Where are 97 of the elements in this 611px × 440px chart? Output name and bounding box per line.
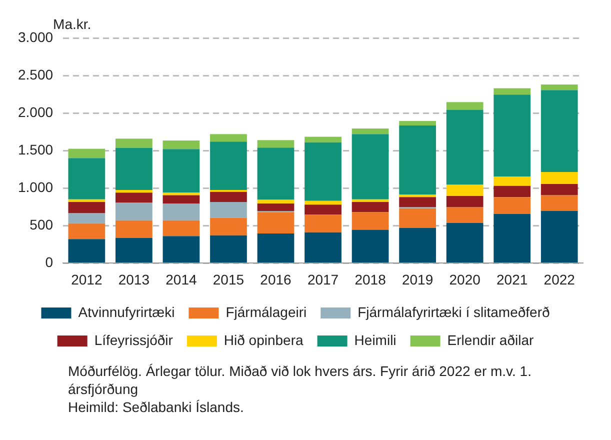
legend-label: Erlendir aðilar [447, 332, 534, 348]
legend-label: Heimili [354, 332, 396, 348]
bar [494, 186, 531, 198]
bar [399, 120, 436, 126]
bar [68, 213, 106, 224]
x-tick-label: 2014 [166, 271, 197, 288]
bar [446, 196, 484, 208]
y-tick-label: 1.000 [18, 178, 54, 195]
legend-label: Fjármálafyrirtæki í slitameðferð [358, 304, 550, 320]
bar [540, 84, 578, 90]
bar [257, 204, 294, 212]
bar [162, 220, 200, 236]
x-tick-label: 2013 [118, 271, 150, 288]
x-tick-label: 2020 [449, 271, 481, 288]
bar [446, 184, 484, 196]
y-tick-label: 3.000 [18, 28, 54, 45]
bar [162, 195, 200, 204]
bar [68, 202, 106, 214]
bar [352, 128, 389, 134]
bar [304, 200, 342, 205]
bar [352, 202, 389, 212]
bar [352, 230, 389, 262]
legend-label: Lífeyrissjóðir [94, 332, 174, 348]
legend-label: Fjármálageiri [226, 304, 307, 320]
bar [399, 208, 436, 228]
bar [446, 110, 484, 185]
y-tick-label: 1.500 [18, 141, 54, 158]
bar [540, 184, 578, 196]
bar [494, 88, 531, 95]
bar [257, 148, 294, 200]
bar [210, 218, 247, 236]
bar [352, 212, 389, 230]
y-tick-label: 2.500 [18, 66, 54, 82]
bar [116, 190, 152, 193]
bar [304, 136, 342, 142]
bar [162, 204, 200, 220]
bar [116, 138, 152, 148]
y-axis-title: Ma.kr. [53, 16, 92, 32]
bar [399, 197, 436, 208]
bar [446, 223, 484, 262]
legend-label: Atvinnufyrirtæki [78, 304, 175, 320]
bar [399, 194, 436, 198]
x-tick-label: 2019 [402, 271, 434, 288]
bar [162, 149, 200, 193]
bar [116, 202, 152, 220]
bar [116, 238, 152, 262]
bar [399, 125, 436, 195]
legend-label: Hið opinbera [224, 332, 304, 348]
bar [116, 192, 152, 203]
bar [210, 142, 247, 190]
bar [162, 192, 200, 196]
bar [116, 148, 152, 190]
bar [540, 195, 578, 212]
y-tick-label: 2.000 [18, 104, 54, 120]
bar [257, 200, 294, 204]
bar [540, 90, 578, 172]
text: Heimild: Seðlabanki Íslands. [68, 398, 245, 416]
x-tick-label: 2022 [544, 271, 576, 288]
x-tick-label: 2021 [496, 271, 528, 288]
bar [540, 211, 578, 262]
x-tick-label: 2017 [307, 271, 339, 288]
bar [304, 232, 342, 262]
bar [210, 202, 247, 218]
bar [68, 223, 106, 240]
bar [257, 212, 294, 234]
bar [399, 228, 436, 262]
bar [68, 199, 106, 202]
bar [116, 220, 152, 238]
x-tick-label: 2018 [354, 271, 386, 288]
bar [210, 235, 247, 262]
bar [68, 239, 106, 262]
bar [68, 158, 106, 200]
bar [257, 140, 294, 148]
bar [494, 214, 531, 262]
bar [210, 192, 247, 202]
y-tick-label: 0 [45, 254, 54, 270]
bar [494, 197, 531, 214]
bar [494, 176, 531, 186]
bar [68, 148, 106, 158]
bar [162, 236, 200, 262]
bar [304, 214, 342, 232]
bar [352, 199, 389, 202]
text: Móðurfélög. Árlegar tölur. Miðað við lok hvers árs. Fyrir árið 2022 er m.v. 1. ársfjórðung [68, 362, 532, 398]
bar [494, 94, 531, 176]
bar [304, 204, 342, 215]
bar [257, 234, 294, 262]
bar [352, 134, 389, 200]
x-tick-label: 2012 [71, 271, 102, 288]
bar [446, 207, 484, 224]
x-tick-label: 2015 [212, 271, 244, 288]
bar [210, 134, 247, 142]
bar [162, 140, 200, 150]
bar [446, 102, 484, 110]
bar [540, 172, 578, 184]
x-tick-label: 2016 [260, 271, 292, 288]
y-tick-label: 500 [30, 216, 54, 233]
bar [304, 142, 342, 201]
